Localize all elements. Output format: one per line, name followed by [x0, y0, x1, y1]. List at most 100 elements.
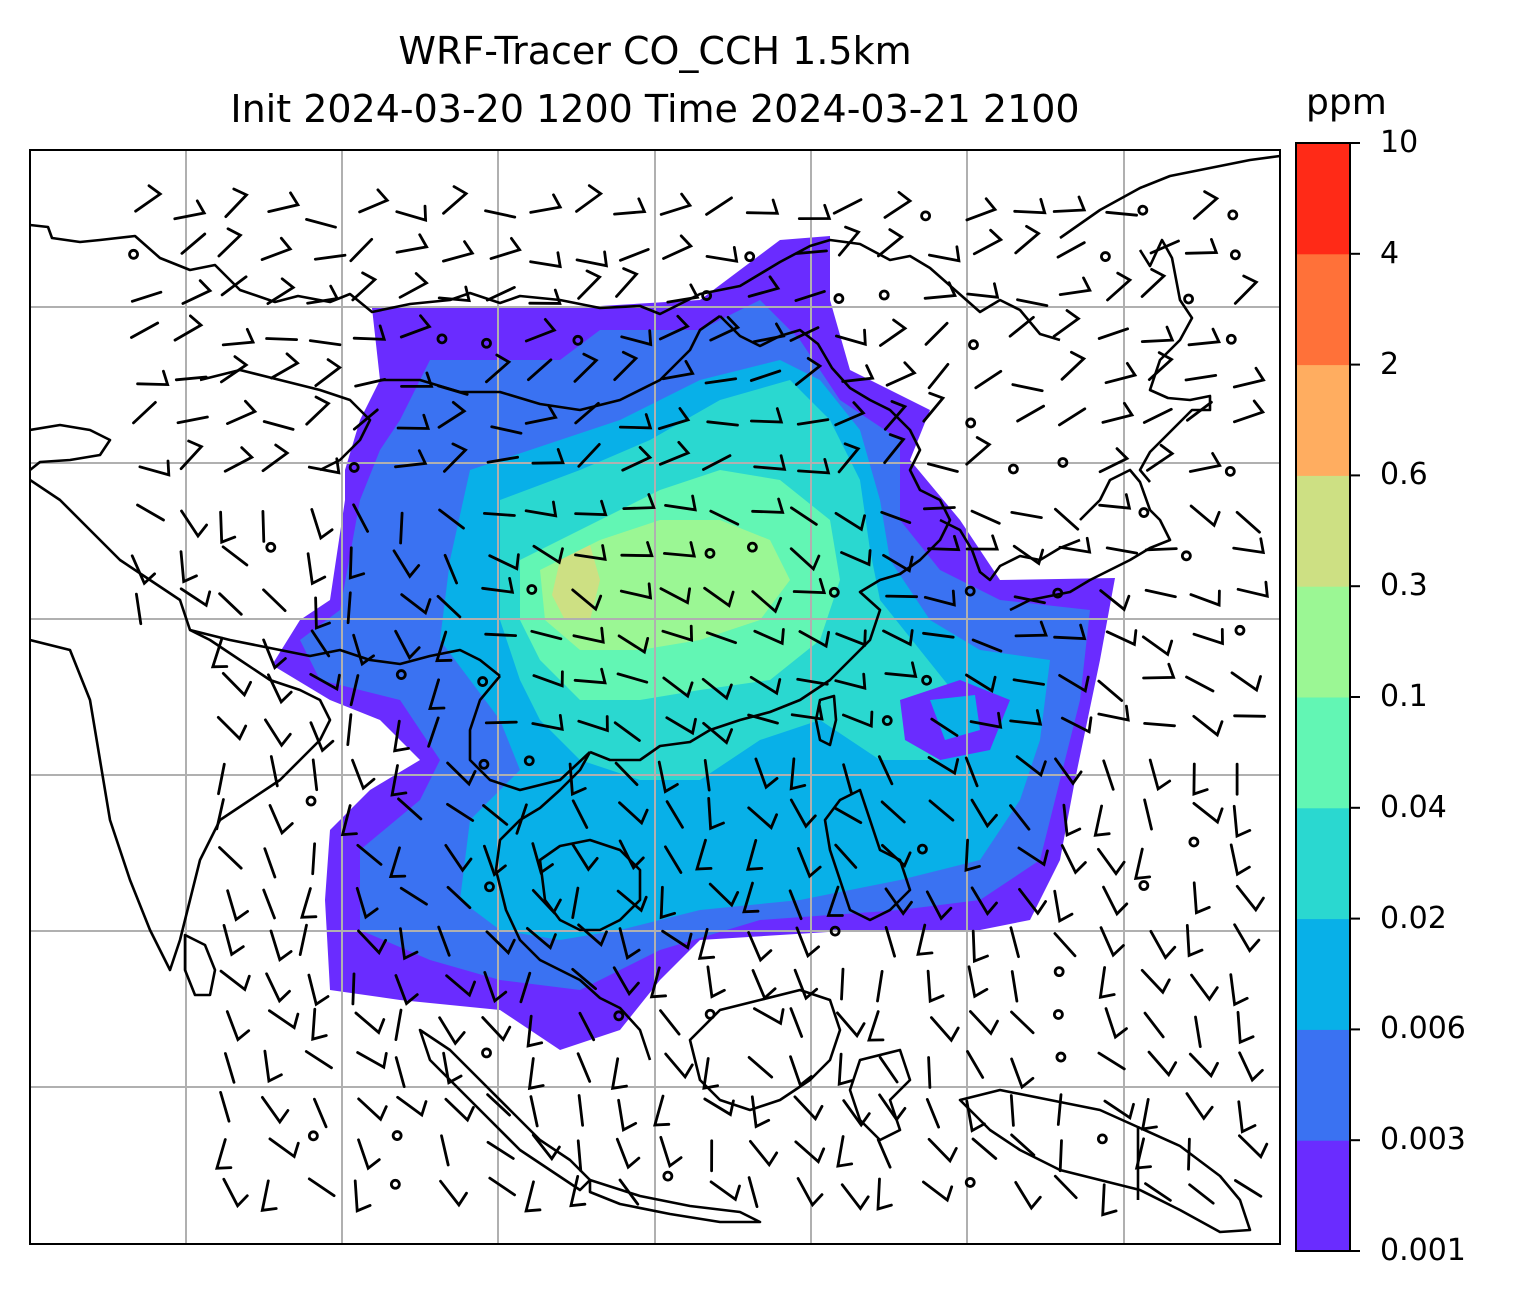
calm-wind-marker: [572, 334, 584, 346]
wind-barb: [840, 967, 845, 1001]
wind-barb: [217, 227, 243, 258]
wind-barb: [1192, 714, 1224, 738]
wind-barb: [181, 279, 213, 305]
colorbar-tick-label: 2: [1380, 346, 1400, 382]
wind-barb: [789, 547, 821, 572]
wind-barb: [790, 703, 824, 721]
wind-barb: [135, 592, 143, 626]
wind-barb: [268, 804, 294, 836]
wind-barb: [396, 1095, 428, 1118]
wind-barb: [664, 845, 683, 874]
wind-barb: [216, 716, 248, 741]
wind-barb: [792, 577, 827, 595]
wind-barb: [1237, 1100, 1257, 1134]
wind-barb: [616, 889, 648, 913]
wind-barb: [965, 197, 998, 222]
wind-barb: [964, 838, 981, 872]
wind-barb: [263, 847, 277, 879]
wind-barb: [221, 672, 252, 698]
wind-barb: [309, 721, 335, 753]
wind-barb: [392, 549, 421, 579]
wind-barb: [307, 457, 341, 475]
wind-barb: [573, 352, 599, 383]
wind-barb: [610, 1057, 628, 1090]
calm-wind-marker: [968, 339, 979, 351]
colorbar-segment: [1296, 697, 1350, 809]
calm-wind-marker: [1137, 204, 1149, 216]
wind-barb: [658, 314, 690, 341]
wind-barb: [974, 369, 1003, 390]
wind-barb: [1140, 1098, 1158, 1131]
wind-barb: [307, 973, 330, 1007]
coastline-india: [30, 478, 332, 972]
wind-barb: [524, 1180, 542, 1213]
wind-barb: [837, 225, 861, 257]
wind-barb: [922, 1180, 954, 1203]
calm-wind-marker: [881, 715, 893, 726]
wind-barb: [529, 193, 563, 214]
lat-lon-gridlines: [30, 150, 1280, 1244]
wind-barb: [388, 846, 407, 878]
calm-wind-marker: [477, 676, 489, 687]
wind-barb: [310, 508, 334, 541]
wind-barb: [797, 203, 832, 220]
wind-barb: [1238, 1051, 1264, 1083]
wind-barb: [1009, 1094, 1015, 1127]
wind-barb: [789, 1007, 804, 1038]
wind-barb: [1103, 1099, 1135, 1121]
wind-barb: [440, 1134, 450, 1167]
wind-barb: [1188, 1052, 1219, 1079]
wind-barb: [1140, 968, 1171, 995]
wind-barb: [753, 628, 785, 646]
wind-barb: [349, 674, 360, 707]
wind-barb: [657, 760, 679, 794]
wind-barb: [1102, 885, 1129, 917]
wind-barb: [395, 233, 429, 254]
wind-barb: [442, 1051, 463, 1085]
wind-barb: [262, 588, 287, 612]
wind-barb: [484, 632, 517, 637]
wind-barb: [357, 1097, 388, 1122]
wind-barb: [1099, 589, 1131, 612]
wind-barb: [924, 321, 949, 346]
wind-barb: [577, 715, 609, 733]
wind-barb: [969, 711, 1003, 729]
wind-barb: [925, 1098, 940, 1129]
wind-barb: [653, 1094, 671, 1127]
wind-barb: [618, 1178, 640, 1206]
coastline-korea: [939, 518, 1081, 582]
wind-barb: [1053, 1174, 1078, 1200]
wind-barb: [532, 544, 564, 565]
wind-barb: [661, 359, 695, 381]
wind-barb: [353, 1179, 372, 1213]
coastline-new-guinea: [958, 1088, 1252, 1234]
wind-barb: [1133, 847, 1152, 881]
wind-barb: [971, 929, 989, 964]
wind-barb: [745, 839, 764, 871]
wind-barb: [346, 713, 353, 746]
wind-barb: [1016, 404, 1045, 423]
wind-barb: [657, 407, 691, 430]
wind-barb: [443, 553, 458, 585]
wind-barb: [884, 926, 896, 958]
wind-barb: [314, 358, 343, 387]
wind-barb: [1238, 1134, 1269, 1160]
wind-barb: [486, 1093, 511, 1117]
wind-barb: [571, 967, 597, 991]
colorbar-tick-label: 0.02: [1380, 900, 1447, 936]
wind-barb: [834, 511, 866, 532]
wind-barb: [613, 197, 647, 216]
coastline-northeast: [1059, 154, 1280, 240]
wind-barb: [400, 371, 434, 388]
wind-barb: [180, 509, 208, 539]
wind-barb: [268, 1137, 300, 1159]
map-title-line-1: WRF-Tracer CO_CCH 1.5km: [398, 29, 912, 73]
wind-barb: [577, 269, 602, 300]
wind-barb: [704, 377, 738, 385]
wind-barb: [531, 714, 564, 731]
wind-barb: [876, 1138, 892, 1169]
wind-barb: [1184, 238, 1219, 255]
wind-barb: [307, 1177, 336, 1198]
wind-barb: [930, 1016, 960, 1043]
wind-barb: [615, 267, 639, 298]
